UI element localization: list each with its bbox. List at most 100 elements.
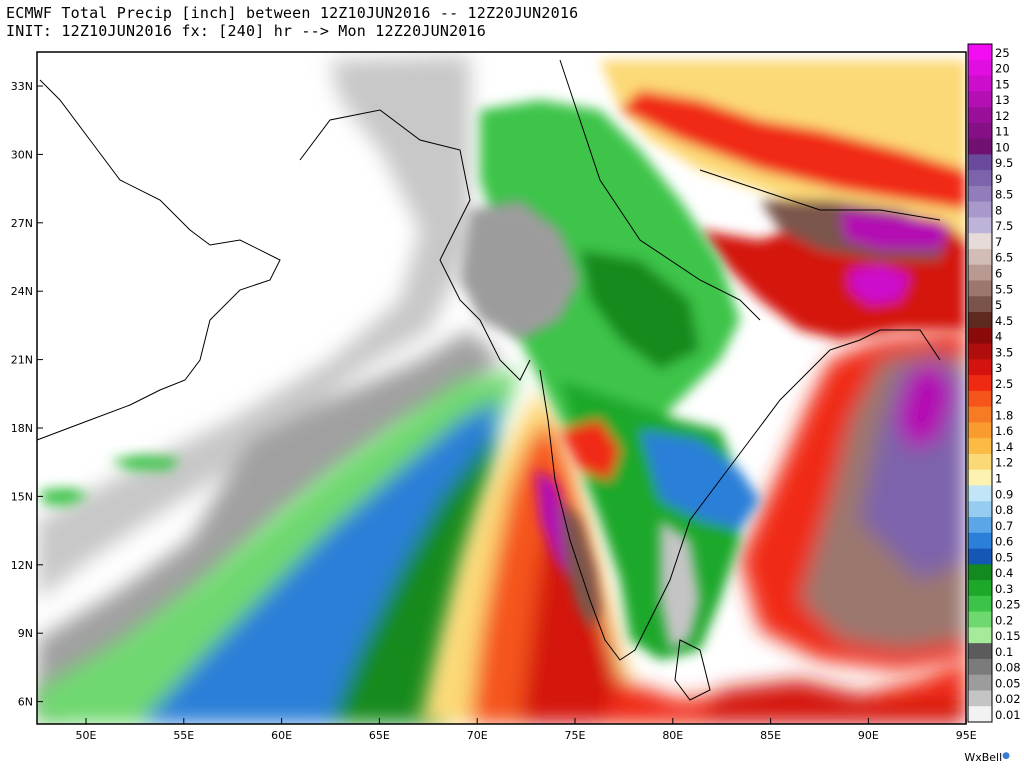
legend-swatch [968,122,992,140]
legend-swatch [968,107,992,124]
legend-label: 1.2 [995,456,1013,470]
lon-label: 55E [173,729,194,742]
legend-label: 0.8 [995,503,1013,517]
legend-swatch [968,138,992,155]
legend-label: 6 [995,267,1002,281]
lat-label: 6N [18,696,33,709]
legend-label: 3.5 [995,345,1013,359]
legend-label: 0.15 [995,629,1021,643]
legend-label: 2 [995,393,1002,407]
legend-label: 0.05 [995,676,1021,690]
legend-label: 0.02 [995,692,1021,706]
lat-label: 30N [11,148,33,161]
legend-swatch [968,75,992,92]
legend-label: 11 [995,125,1010,139]
legend-label: 4 [995,330,1002,344]
lon-label: 90E [858,729,879,742]
legend-swatch [968,390,992,408]
longitude-axis: 50E 55E 60E 65E 70E 75E 80E 85E 90E 95E [76,718,977,742]
legend-swatch [968,643,992,660]
precip-field [37,52,966,724]
lon-label: 85E [760,729,781,742]
legend-swatch [968,280,992,297]
legend-swatch [968,595,992,613]
map-title: ECMWF Total Precip [inch] between 12Z10J… [6,4,579,22]
lat-label: 18N [11,422,33,435]
legend-label: 0.2 [995,613,1013,627]
legend-swatch [968,611,992,628]
map-subtitle: INIT: 12Z10JUN2016 fx: [240] hr --> Mon … [6,22,486,40]
lat-label: 24N [11,285,33,298]
legend-label: 1.6 [995,424,1013,438]
legend-swatch [968,375,992,392]
legend-swatch [968,185,992,203]
legend-label: 9.5 [995,156,1013,170]
legend-swatch [968,453,992,471]
lon-label: 50E [76,729,97,742]
wxbell-credit: WxBell● [964,751,1010,764]
lon-label: 95E [956,729,977,742]
legend-swatch [968,485,992,502]
legend-label: 7 [995,235,1002,249]
legend-swatch [968,422,992,439]
legend-swatch [968,548,992,565]
legend-label: 0.4 [995,566,1013,580]
legend-swatch [968,469,992,486]
latitude-axis: 33N 30N 27N 24N 21N 18N 15N 12N 9N 6N [11,80,43,709]
lat-label: 12N [11,559,33,572]
legend-label: 0.6 [995,535,1013,549]
legend-swatch [968,170,992,187]
legend-swatch [968,248,992,266]
legend-swatch [968,406,992,423]
legend-label: 0.01 [995,708,1021,722]
legend-label: 12 [995,109,1010,123]
legend-swatch [968,44,992,61]
lat-label: 15N [11,490,33,503]
legend-label: 7.5 [995,219,1013,233]
legend-label: 9 [995,172,1002,186]
legend-label: 20 [995,62,1010,76]
lon-label: 60E [271,729,292,742]
coastlines [36,59,941,701]
legend-label: 10 [995,140,1010,154]
legend-label: 0.3 [995,582,1013,596]
legend-swatch [968,564,992,581]
legend-label: 25 [995,46,1010,60]
map-frame [36,51,967,725]
lon-label: 75E [565,729,586,742]
legend-label: 6.5 [995,251,1013,265]
legend-swatch [968,154,992,171]
legend-label: 1.4 [995,440,1013,454]
legend-label: 8.5 [995,188,1013,202]
legend-swatch [968,501,992,518]
legend-label: 1 [995,471,1002,485]
legend-swatch [968,517,992,534]
legend-label: 3 [995,361,1002,375]
legend-label: 1.8 [995,408,1013,422]
legend-swatch [968,91,992,108]
legend-label: 0.5 [995,550,1013,564]
legend-swatch [968,674,992,691]
legend-swatch [968,706,992,723]
legend-label: 5 [995,298,1002,312]
legend-label: 0.08 [995,661,1021,675]
legend-label: 15 [995,77,1010,91]
legend-frame [967,43,993,723]
legend-label: 8 [995,203,1002,217]
legend-swatch [968,658,992,676]
legend-swatch [968,59,992,77]
legend-swatch [968,312,992,329]
legend-label: 0.9 [995,487,1013,501]
lat-label: 33N [11,80,33,93]
legend-swatch [968,233,992,250]
legend-swatch [968,264,992,282]
legend-swatch [968,532,992,550]
precip-legend: 252015131211109.598.587.576.565.554.543.… [967,43,1021,723]
legend-label: 13 [995,93,1010,107]
lat-label: 27N [11,217,33,230]
legend-label: 0.7 [995,519,1013,533]
legend-swatch [968,343,992,360]
legend-swatch [968,359,992,376]
lat-label: 21N [11,354,33,367]
